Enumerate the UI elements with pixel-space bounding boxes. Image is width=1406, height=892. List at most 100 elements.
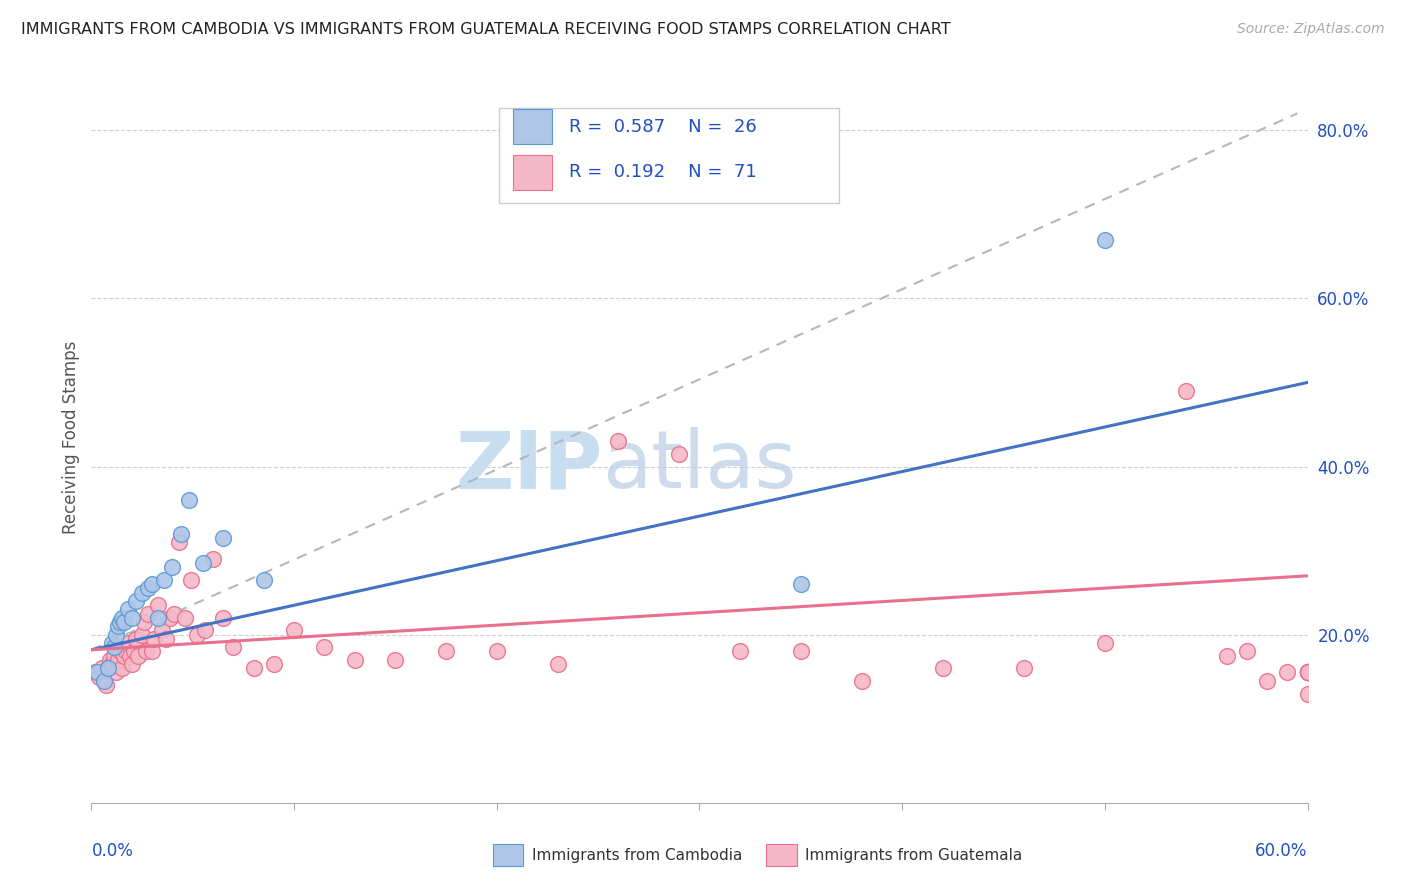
Point bbox=[1296, 665, 1319, 680]
Point bbox=[212, 531, 235, 545]
Point bbox=[143, 632, 166, 646]
FancyBboxPatch shape bbox=[513, 109, 553, 145]
Point bbox=[1296, 665, 1319, 680]
Point bbox=[177, 493, 200, 508]
Text: Immigrants from Guatemala: Immigrants from Guatemala bbox=[806, 848, 1022, 863]
Point bbox=[242, 661, 264, 675]
Text: 0.0%: 0.0% bbox=[91, 842, 134, 860]
Point bbox=[90, 661, 112, 675]
Point bbox=[1296, 665, 1319, 680]
Point bbox=[98, 653, 121, 667]
Point bbox=[84, 665, 107, 680]
Text: IMMIGRANTS FROM CAMBODIA VS IMMIGRANTS FROM GUATEMALA RECEIVING FOOD STAMPS CORR: IMMIGRANTS FROM CAMBODIA VS IMMIGRANTS F… bbox=[21, 22, 950, 37]
Point bbox=[153, 573, 176, 587]
Point bbox=[148, 599, 170, 613]
Point bbox=[931, 661, 953, 675]
Point bbox=[125, 594, 148, 608]
Point bbox=[851, 673, 873, 688]
Point bbox=[122, 644, 145, 658]
Point bbox=[89, 670, 111, 684]
Point bbox=[1094, 233, 1116, 247]
Point bbox=[314, 640, 336, 655]
Point bbox=[1296, 686, 1319, 700]
Point bbox=[191, 556, 214, 570]
Point bbox=[115, 644, 138, 658]
Point bbox=[169, 526, 191, 541]
Point bbox=[162, 560, 184, 574]
Point bbox=[86, 665, 108, 680]
Point bbox=[97, 661, 120, 675]
Point bbox=[150, 624, 173, 638]
FancyBboxPatch shape bbox=[499, 108, 839, 203]
Point bbox=[141, 577, 163, 591]
Point bbox=[112, 648, 135, 663]
Point bbox=[1296, 665, 1319, 680]
Text: 60.0%: 60.0% bbox=[1256, 842, 1308, 860]
Point bbox=[1296, 665, 1319, 680]
Point bbox=[112, 615, 135, 629]
Point bbox=[117, 602, 139, 616]
Text: Immigrants from Cambodia: Immigrants from Cambodia bbox=[531, 848, 742, 863]
Text: R =  0.192    N =  71: R = 0.192 N = 71 bbox=[569, 163, 756, 181]
Point bbox=[104, 627, 127, 641]
Point bbox=[136, 607, 159, 621]
Point bbox=[173, 611, 195, 625]
Y-axis label: Receiving Food Stamps: Receiving Food Stamps bbox=[62, 341, 80, 533]
Point bbox=[121, 611, 143, 625]
Point bbox=[127, 648, 149, 663]
Point bbox=[148, 611, 170, 625]
Point bbox=[131, 627, 153, 641]
Point bbox=[790, 577, 813, 591]
Point bbox=[121, 657, 143, 671]
Point bbox=[485, 644, 508, 658]
Point bbox=[1175, 384, 1198, 398]
Point bbox=[384, 653, 406, 667]
Point bbox=[136, 582, 159, 596]
Point bbox=[107, 653, 129, 667]
Point bbox=[1012, 661, 1035, 675]
Point bbox=[131, 585, 153, 599]
Point bbox=[163, 607, 186, 621]
Point bbox=[104, 665, 127, 680]
Text: Source: ZipAtlas.com: Source: ZipAtlas.com bbox=[1237, 22, 1385, 37]
Point bbox=[343, 653, 366, 667]
FancyBboxPatch shape bbox=[513, 154, 553, 190]
Point bbox=[1094, 636, 1116, 650]
Point bbox=[167, 535, 190, 549]
Point bbox=[108, 644, 131, 658]
Point bbox=[100, 657, 122, 671]
Point bbox=[108, 615, 131, 629]
Point bbox=[263, 657, 285, 671]
Point bbox=[111, 661, 134, 675]
Point bbox=[94, 678, 117, 692]
Point bbox=[103, 640, 125, 655]
Point bbox=[212, 611, 235, 625]
Point bbox=[111, 611, 134, 625]
Point bbox=[117, 636, 139, 650]
Point bbox=[607, 434, 630, 449]
Point bbox=[1236, 644, 1258, 658]
Point bbox=[97, 661, 120, 675]
Text: ZIP: ZIP bbox=[456, 427, 602, 506]
FancyBboxPatch shape bbox=[766, 845, 797, 866]
Point bbox=[1215, 648, 1237, 663]
Point bbox=[253, 573, 276, 587]
Point bbox=[222, 640, 245, 655]
FancyBboxPatch shape bbox=[492, 845, 523, 866]
Point bbox=[283, 624, 305, 638]
Point bbox=[100, 636, 122, 650]
Point bbox=[103, 648, 125, 663]
Point bbox=[118, 648, 141, 663]
Point bbox=[728, 644, 751, 658]
Point bbox=[159, 611, 181, 625]
Point bbox=[202, 552, 225, 566]
Point bbox=[186, 627, 208, 641]
Point bbox=[1296, 665, 1319, 680]
Point bbox=[547, 657, 569, 671]
Point bbox=[93, 673, 115, 688]
Point bbox=[1256, 673, 1278, 688]
Point bbox=[434, 644, 457, 658]
Text: atlas: atlas bbox=[602, 427, 797, 506]
Point bbox=[668, 447, 690, 461]
Point bbox=[155, 632, 177, 646]
